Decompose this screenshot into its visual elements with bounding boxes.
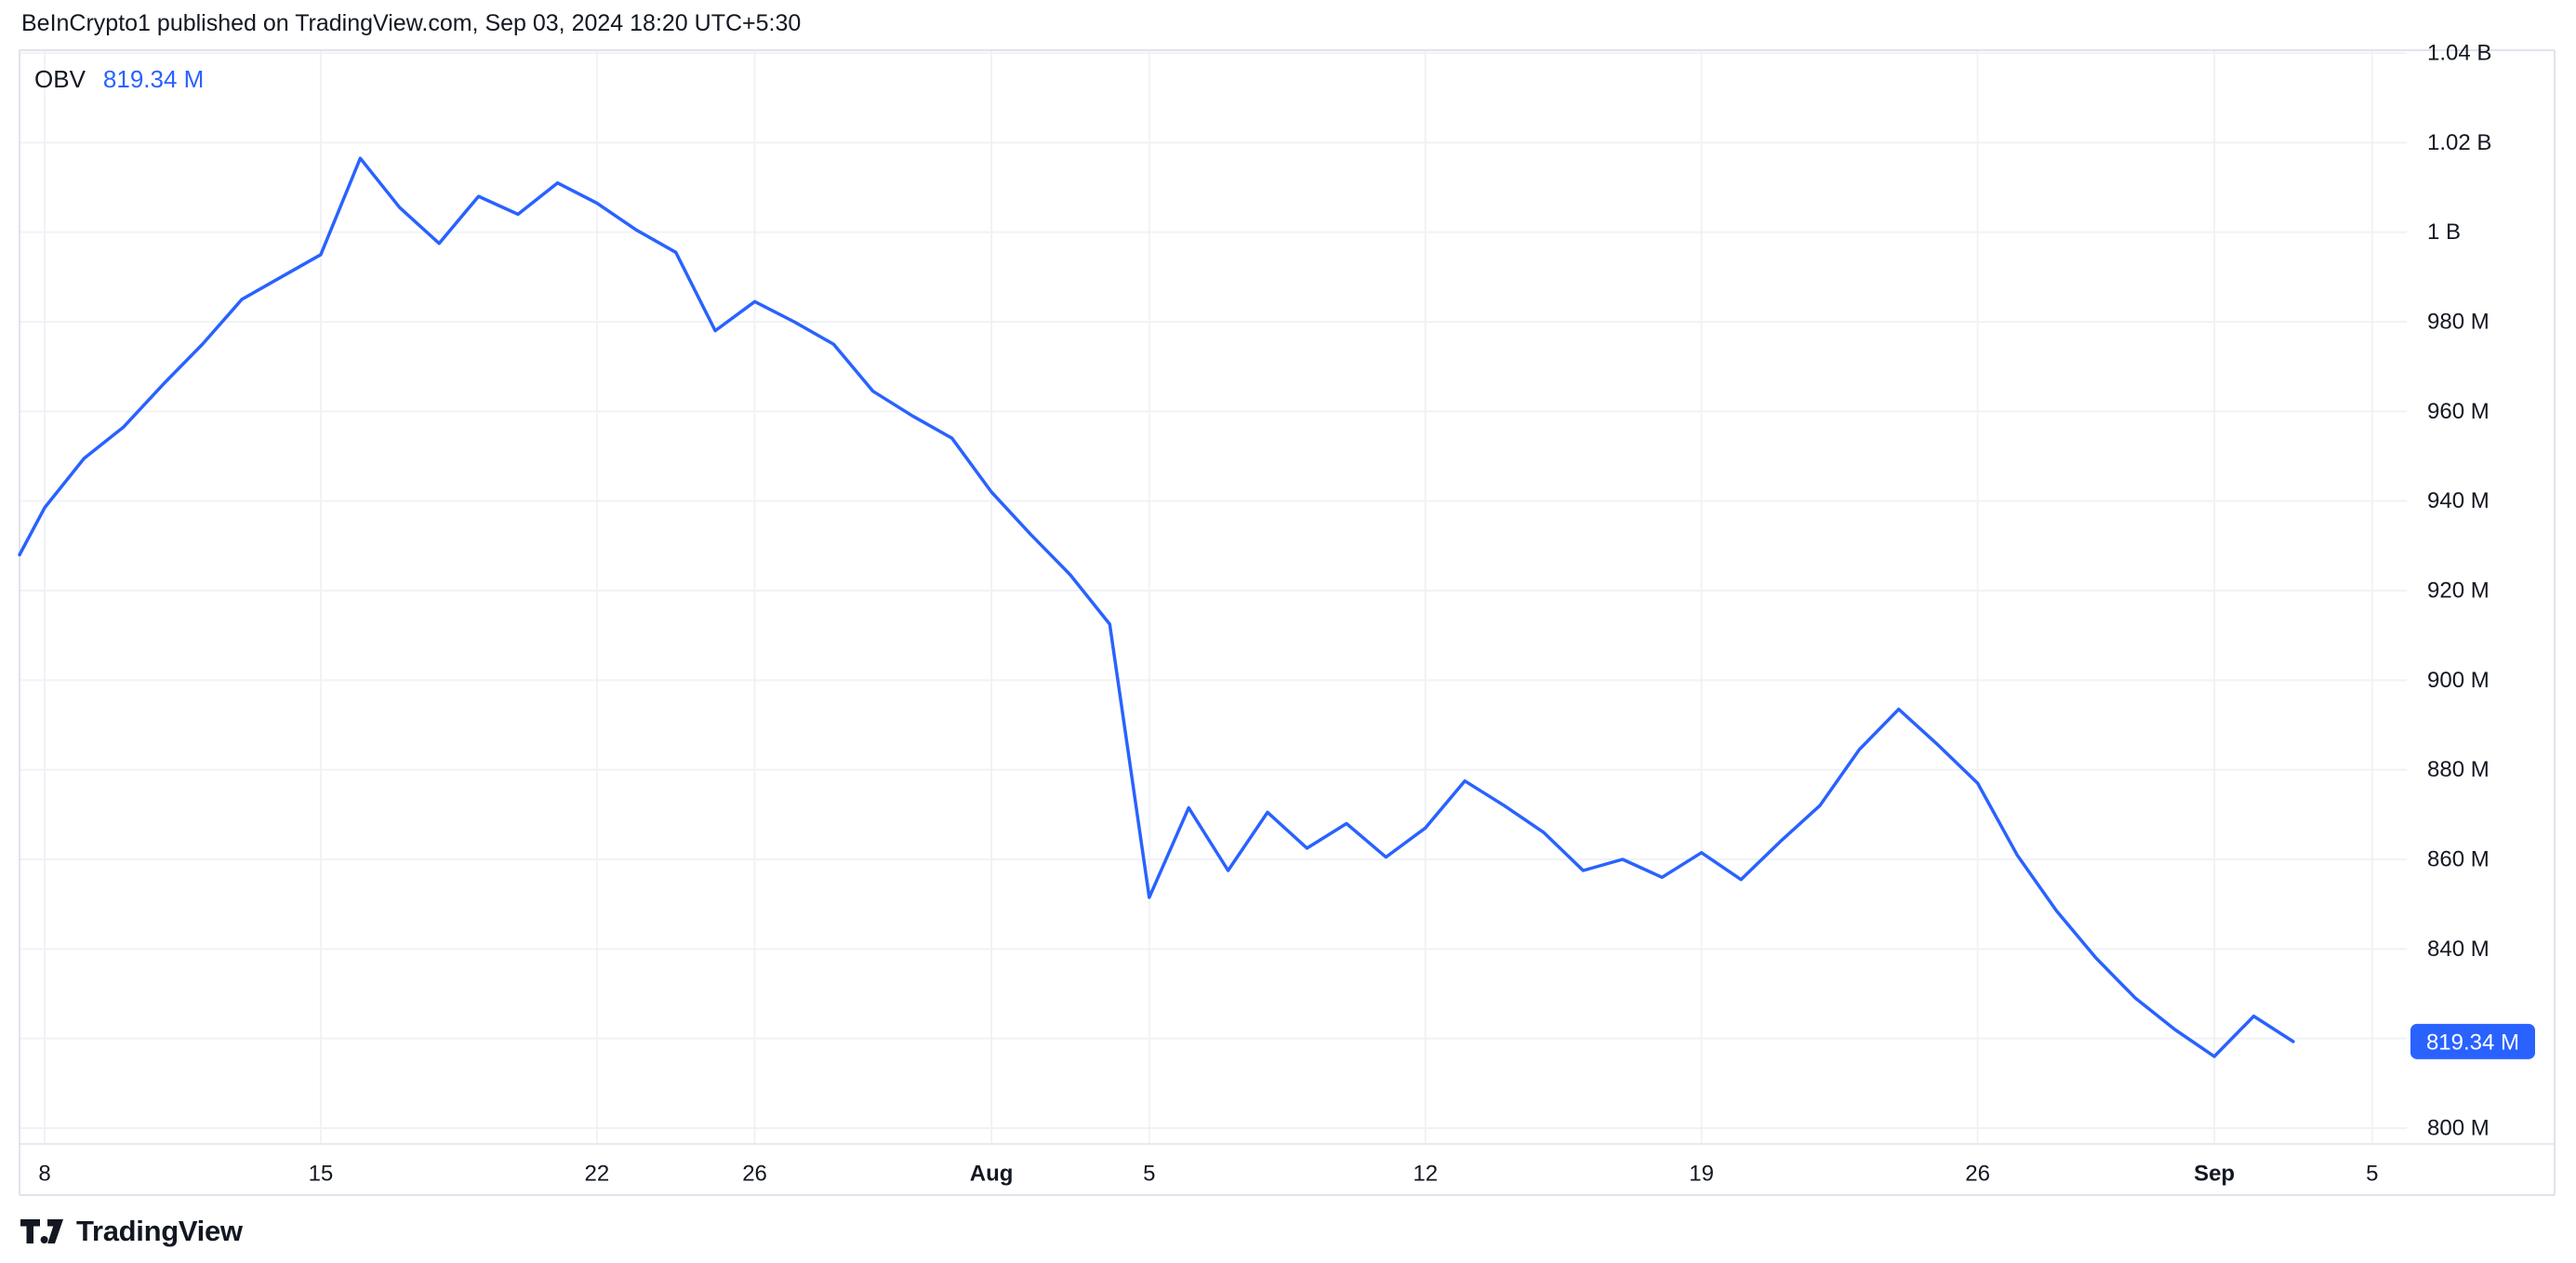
y-axis-label[interactable]: 940 M (2427, 488, 2490, 513)
x-axis-label[interactable]: 8 (38, 1162, 50, 1187)
x-axis-label[interactable]: 15 (309, 1162, 334, 1187)
tradingview-logo[interactable]: TradingView (20, 1215, 243, 1248)
y-axis-label[interactable]: 860 M (2427, 847, 2490, 872)
x-axis-label[interactable]: 19 (1689, 1162, 1714, 1187)
y-axis-label[interactable]: 900 M (2427, 668, 2490, 693)
y-axis-label[interactable]: 920 M (2427, 578, 2490, 604)
obv-line (18, 156, 2295, 1058)
x-axis-label[interactable]: 26 (1965, 1162, 1990, 1187)
indicator-value: 819.34 M (102, 65, 205, 93)
x-axis-label[interactable]: 12 (1413, 1162, 1438, 1187)
y-axis-label[interactable]: 1.02 B (2427, 130, 2491, 155)
x-axis-label[interactable]: Sep (2194, 1162, 2235, 1187)
price-badge (2410, 1023, 2535, 1059)
x-axis-label[interactable]: 5 (1143, 1162, 1155, 1187)
page-title: BeInCrypto1 published on TradingView.com… (21, 10, 802, 36)
y-axis-label[interactable]: 800 M (2427, 1116, 2490, 1141)
y-axis-label[interactable]: 880 M (2427, 757, 2490, 782)
y-axis-label[interactable]: 960 M (2427, 399, 2490, 424)
tradingview-logo-text: TradingView (76, 1215, 243, 1247)
tradingview-logo-icon (20, 1219, 63, 1243)
x-axis-label[interactable]: 26 (742, 1162, 767, 1187)
y-axis-label[interactable]: 980 M (2427, 310, 2490, 335)
indicator-name: OBV (34, 65, 86, 93)
x-axis-label[interactable]: 22 (585, 1162, 610, 1187)
y-axis-label[interactable]: 840 M (2427, 937, 2490, 962)
y-axis-label[interactable]: 1.04 B (2427, 41, 2491, 66)
y-axis-label[interactable]: 1 B (2427, 219, 2461, 245)
price-badge-value: 819.34 M (2426, 1030, 2519, 1055)
indicator-legend: OBV 819.34 M (34, 65, 204, 93)
x-axis-label[interactable]: 5 (2366, 1162, 2378, 1187)
x-axis-label[interactable]: Aug (970, 1162, 1014, 1187)
